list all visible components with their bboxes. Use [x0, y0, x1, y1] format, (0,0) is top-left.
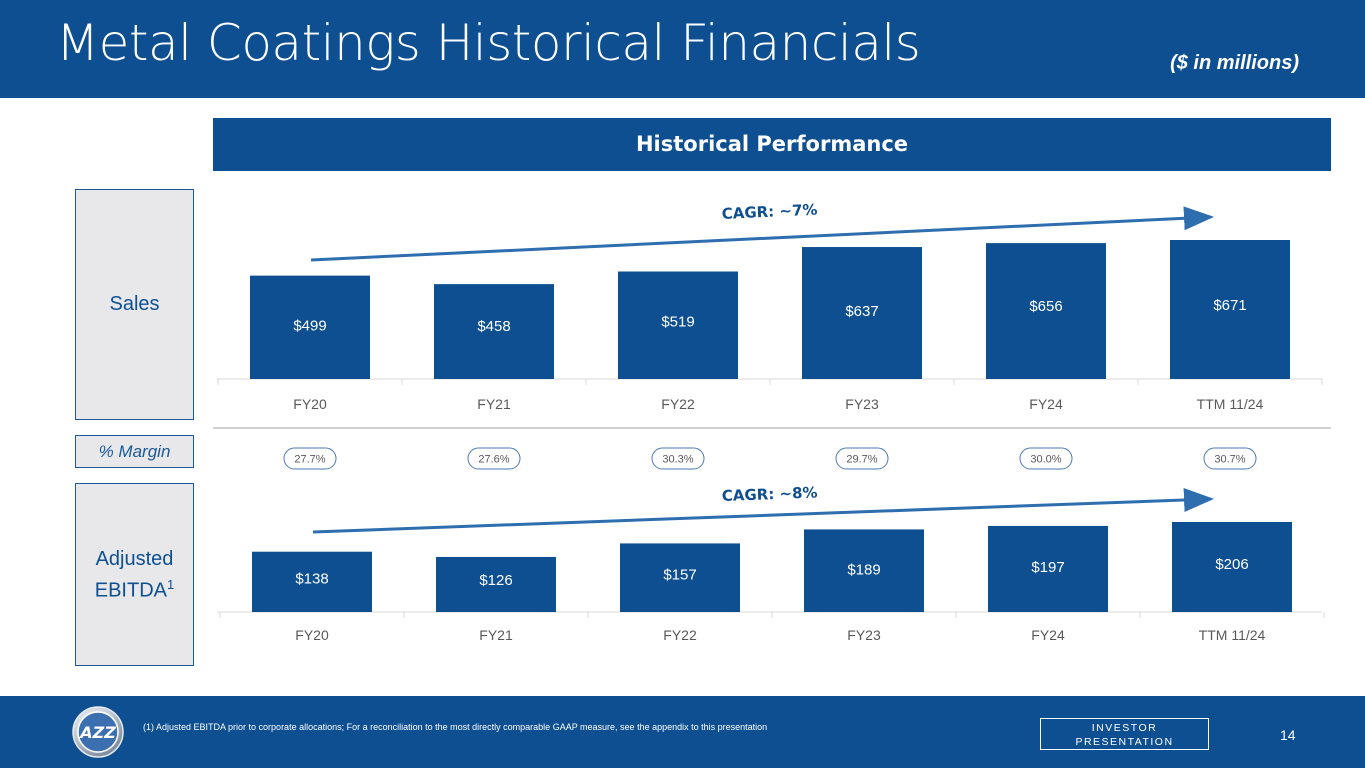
ebitda-bar: [804, 529, 924, 612]
margin-value: 27.6%: [478, 454, 509, 466]
sales-bar: [434, 284, 554, 379]
sales-bar-label: $519: [661, 313, 694, 330]
charts-canvas: $499 FY20 $458 FY21 $519 FY22 $637 FY23 $656 FY24…: [217, 201, 1325, 643]
sales-bar: [250, 275, 370, 379]
ebitda-bar: [1172, 522, 1292, 612]
ebitda-label-line1: Adjusted: [95, 547, 174, 570]
margin-value: 30.3%: [662, 454, 693, 466]
section-banner: Historical Performance: [213, 118, 1331, 171]
sales-bar-label: $499: [293, 318, 326, 335]
units-subtitle: ($ in millions): [1170, 52, 1299, 74]
sales-bar: [986, 243, 1106, 379]
ebitda-category-label: FY24: [1031, 627, 1065, 643]
sales-trend-arrow: [310, 206, 1214, 262]
footnote-marker: 1: [167, 576, 175, 592]
sales-bar-label: $671: [1213, 297, 1246, 314]
ebitda-bar-label: $138: [295, 571, 328, 588]
sales-bar: [618, 271, 738, 379]
ebitda-bar: [436, 556, 556, 612]
sales-category-label: FY22: [661, 396, 695, 412]
ebitda-bar-label: $206: [1215, 556, 1248, 573]
footnote: (1) Adjusted EBITDA prior to corporate a…: [143, 722, 768, 732]
sales-bar: [1170, 240, 1290, 379]
margin-pill: [1019, 447, 1073, 470]
sales-bar: [802, 247, 922, 379]
ebitda-bar-label: $189: [847, 561, 880, 578]
sales-bar-label: $656: [1029, 298, 1062, 315]
badge-line2: PRESENTATION: [1075, 736, 1174, 748]
sales-cagr-label: CAGR: ~7%: [721, 201, 817, 223]
sales-bar-label: $637: [845, 303, 878, 320]
margin-pill: [467, 447, 521, 470]
ebitda-bar: [252, 551, 372, 612]
ebitda-trend-arrow: [312, 487, 1214, 534]
ebitda-cagr-label: CAGR: ~8%: [721, 484, 817, 505]
ebitda-bar: [620, 543, 740, 612]
margin-label-box: % Margin: [75, 435, 194, 468]
sales-category-label: FY23: [845, 396, 879, 412]
section-divider: [213, 427, 1331, 429]
page-title: Metal Coatings Historical Financials: [56, 14, 921, 72]
margin-value: 29.7%: [846, 454, 877, 466]
ebitda-bar: [988, 525, 1108, 612]
ebitda-category-label: FY22: [663, 627, 697, 643]
sales-category-label: TTM 11/24: [1197, 396, 1264, 412]
margin-label: % Margin: [98, 441, 171, 461]
header-bar: [0, 0, 1365, 98]
sales-category-label: FY24: [1029, 396, 1063, 412]
investor-presentation-badge: INVESTOR PRESENTATION: [1040, 718, 1209, 750]
sales-category-label: FY21: [477, 396, 511, 412]
ebitda-category-label: FY21: [479, 627, 513, 643]
ebitda-category-label: TTM 11/24: [1199, 627, 1266, 643]
margin-pill: [835, 447, 889, 470]
sales-bar-label: $458: [477, 318, 510, 335]
badge-line1: INVESTOR: [1091, 722, 1158, 734]
margin-pill: [651, 447, 705, 470]
ebitda-bar-label: $126: [479, 572, 512, 589]
margin-value: 27.7%: [294, 454, 325, 466]
ebitda-bar-label: $197: [1031, 559, 1064, 576]
ebitda-label: Adjusted EBITDA1: [95, 546, 174, 604]
sales-label-box: Sales: [75, 189, 194, 420]
margin-pill: [1203, 447, 1257, 470]
azz-logo-icon: AZZ: [72, 706, 124, 758]
ebitda-category-label: FY23: [847, 627, 881, 643]
sales-category-label: FY20: [293, 396, 327, 412]
footer-bar: [0, 696, 1365, 768]
ebitda-label-line2: EBITDA: [94, 579, 167, 602]
sales-label: Sales: [109, 293, 160, 315]
svg-text:AZZ: AZZ: [78, 723, 116, 742]
margin-value: 30.0%: [1030, 454, 1061, 466]
margin-pill: [283, 447, 337, 470]
ebitda-label-box: Adjusted EBITDA1: [75, 483, 194, 666]
margin-value: 30.7%: [1214, 454, 1245, 466]
ebitda-category-label: FY20: [295, 627, 329, 643]
ebitda-bar-label: $157: [663, 566, 696, 583]
page-number: 14: [1280, 727, 1296, 743]
